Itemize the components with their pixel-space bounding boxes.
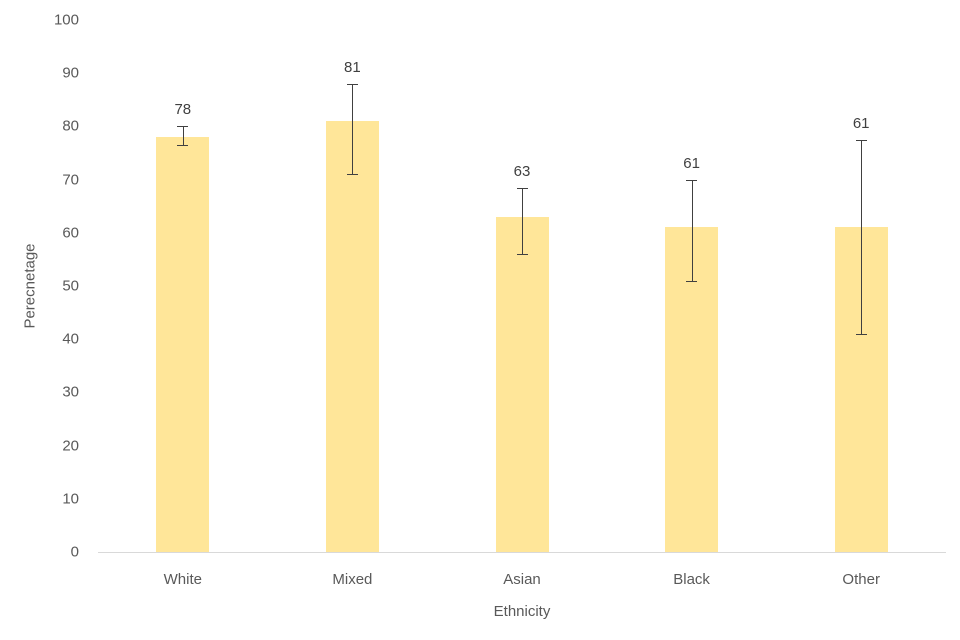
error-bar-line xyxy=(861,139,863,334)
bar-white xyxy=(156,137,210,552)
y-tick-label: 70 xyxy=(62,171,79,189)
error-bar-line xyxy=(691,179,693,281)
y-tick-label: 40 xyxy=(62,330,79,348)
data-label: 61 xyxy=(852,114,870,132)
bar-mixed xyxy=(325,121,379,552)
data-label: 78 xyxy=(174,101,192,119)
y-tick-label: 80 xyxy=(62,117,79,135)
error-bar-cap-top xyxy=(177,126,189,128)
y-tick-label: 90 xyxy=(62,64,79,82)
y-tick-label: 10 xyxy=(62,490,79,508)
error-bar-cap-bottom xyxy=(516,254,528,256)
y-tick-label: 50 xyxy=(62,277,79,295)
y-axis-title: Perecnetage xyxy=(21,243,39,329)
y-tick-label: 20 xyxy=(62,437,79,455)
error-bar-line xyxy=(352,83,354,175)
error-bar-cap-top xyxy=(855,139,867,141)
error-bar-line xyxy=(522,187,523,255)
y-tick-label: 100 xyxy=(53,11,79,29)
error-bar-cap-top xyxy=(516,187,528,189)
error-bar-cap-bottom xyxy=(686,280,698,282)
bar-asian xyxy=(495,216,549,552)
data-label: 81 xyxy=(344,58,361,76)
error-bar-line xyxy=(182,126,184,145)
category-label-white: White xyxy=(163,571,202,588)
y-tick-label: 0 xyxy=(70,543,79,561)
data-label: 63 xyxy=(513,162,531,180)
category-label-asian: Asian xyxy=(503,571,541,588)
category-label-other: Other xyxy=(842,571,880,588)
y-tick-label: 60 xyxy=(62,224,79,242)
error-bar-cap-top xyxy=(686,179,698,181)
error-bar-cap-bottom xyxy=(346,174,358,176)
error-bar-cap-top xyxy=(346,83,358,85)
x-axis-line xyxy=(98,552,946,553)
error-bar-cap-bottom xyxy=(855,333,867,335)
y-tick-label: 30 xyxy=(62,383,79,401)
data-label: 61 xyxy=(683,154,700,172)
category-label-black: Black xyxy=(673,571,710,588)
x-axis-title: Ethnicity xyxy=(493,603,551,620)
category-label-mixed: Mixed xyxy=(332,571,373,588)
error-bar-cap-bottom xyxy=(177,145,189,147)
